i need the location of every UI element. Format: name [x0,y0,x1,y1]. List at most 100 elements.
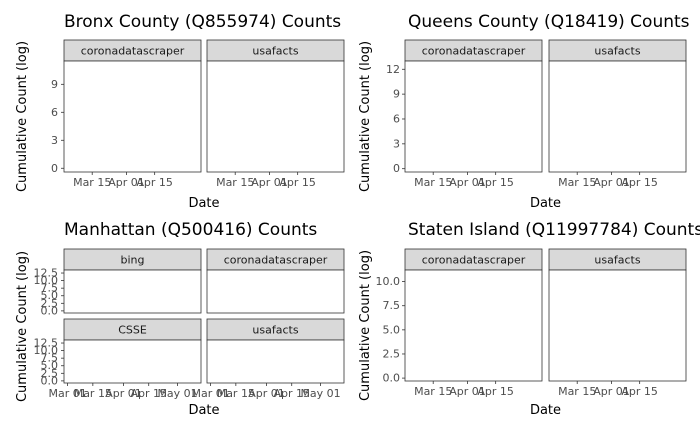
x-tick-label: Apr 01 [593,385,630,398]
facet-strip-label: CSSE [118,324,147,337]
chart-1: Queens County (Q18419) Counts coronadatas… [358,12,690,211]
x-tick-label: Apr 15 [621,385,658,398]
y-tick-label: 7.5 [41,352,59,365]
y-tick-label: 0.0 [41,374,59,387]
y-tick-label: 12 [386,63,400,76]
x-tick-label: Mar 15 [414,385,452,398]
facet-strip-label: usafacts [594,45,640,58]
x-tick-label: Mar 15 [217,387,255,400]
y-tick-label: 7.5 [383,299,401,312]
x-tick-label: Apr 01 [251,176,288,189]
y-tick-label: 0 [51,162,58,175]
chart-title: Queens County (Q18419) Counts [408,12,690,32]
y-axis-title: Cumulative Count (log) [15,251,30,402]
plot-border [63,269,202,314]
facet-strip-label: usafacts [252,45,298,58]
x-tick-label: Apr 15 [273,387,310,400]
y-tick-label: 5.0 [41,359,59,372]
y-tick-label: 2.5 [41,297,59,310]
facet-strip-label: coronadatascraper [81,45,185,58]
x-tick-label: Mar 15 [558,176,596,189]
x-tick-label: Mar 15 [558,385,596,398]
facet-strip-label: usafacts [252,324,298,337]
y-tick-label: 12.5 [34,337,59,350]
facet-strip-label: coronadatascraper [422,254,526,267]
x-axis-title: Date [530,196,561,211]
x-tick-label: Mar 01 [191,387,229,400]
x-tick-label: Apr 15 [621,176,658,189]
x-tick-label: May 01 [157,387,197,400]
y-tick-label: 3 [393,137,400,150]
y-axis-title: Cumulative Count (log) [358,250,373,401]
plot-border [63,60,202,173]
x-tick-label: Apr 01 [449,176,486,189]
chart-2: Manhattan (Q500416) Countsbing0.02.55.07… [15,220,345,418]
plot-border [63,339,202,384]
x-tick-label: Apr 01 [593,176,630,189]
facet-strip-label: usafacts [594,254,640,267]
y-tick-label: 12.5 [34,267,59,280]
chart-title: Staten Island (Q11997784) Counts [408,220,700,240]
y-tick-label: 10.0 [376,275,401,288]
x-tick-label: Apr 01 [248,387,285,400]
facet-strip-label: coronadatascraper [224,254,328,267]
facet-strip-label: coronadatascraper [422,45,526,58]
y-tick-label: 5.0 [383,323,401,336]
y-tick-label: 3 [51,134,58,147]
plot-border [548,269,687,382]
y-tick-label: 5.0 [41,289,59,302]
chart-3: Staten Island (Q11997784) Counts coronada… [358,220,700,418]
y-axis-title: Cumulative Count (log) [15,41,30,192]
plot-border [404,60,543,173]
y-tick-label: 9 [51,78,58,91]
plot-border [206,269,345,314]
chart-0: Bronx County (Q855974) Counts coronadatas… [15,12,345,211]
y-tick-label: 0 [393,162,400,175]
chart-title: Bronx County (Q855974) Counts [64,12,341,32]
y-tick-label: 10.0 [34,344,59,357]
chart-title: Manhattan (Q500416) Counts [64,220,317,240]
x-tick-label: Mar 01 [48,387,86,400]
x-tick-label: Apr 01 [108,176,145,189]
plot-border [206,339,345,384]
y-tick-label: 0.0 [383,372,401,385]
facet-strip-label: bing [121,254,145,267]
x-axis-title: Date [530,403,561,418]
x-tick-label: Mar 15 [74,387,112,400]
y-tick-label: 7.5 [41,282,59,295]
y-tick-label: 9 [393,88,400,101]
x-tick-label: Mar 15 [73,176,111,189]
y-tick-label: 2.5 [383,347,401,360]
y-tick-label: 6 [51,106,58,119]
y-tick-label: 10.0 [34,274,59,287]
x-tick-label: Apr 15 [130,387,167,400]
x-tick-label: Apr 15 [477,176,514,189]
facet-panel: bing 0.02.55.07.510.012.5 [34,248,202,317]
plot-border [404,269,543,382]
x-tick-label: Apr 15 [279,176,316,189]
y-tick-label: 6 [393,112,400,125]
facet-panel: coronadatascraper [206,248,345,314]
x-tick-label: Apr 15 [477,385,514,398]
plot-border [206,60,345,173]
x-tick-label: Mar 15 [414,176,452,189]
x-tick-label: May 01 [300,387,340,400]
x-axis-title: Date [188,196,219,211]
x-tick-label: Apr 01 [449,385,486,398]
y-tick-label: 0.0 [41,304,59,317]
y-tick-label: 2.5 [41,367,59,380]
x-tick-label: Apr 15 [136,176,173,189]
x-tick-label: Mar 15 [216,176,254,189]
y-axis-title: Cumulative Count (log) [358,41,373,192]
x-axis-title: Date [188,403,219,418]
x-tick-label: Apr 01 [105,387,142,400]
